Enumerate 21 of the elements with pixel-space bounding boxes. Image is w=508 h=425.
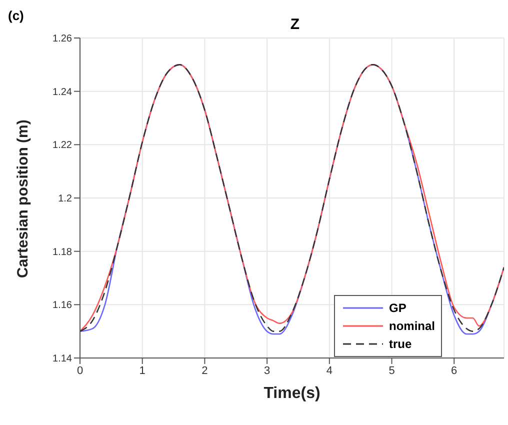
x-tick-label: 6	[451, 364, 458, 377]
x-tick-label: 3	[264, 364, 270, 377]
y-tick-label: 1.24	[52, 86, 72, 98]
x-axis-title: Time(s)	[264, 385, 320, 402]
legend-label: GP	[388, 301, 406, 315]
y-tick-label: 1.2	[58, 194, 72, 205]
y-tick-label: 1.22	[52, 140, 72, 152]
chart-title: Z	[289, 16, 301, 33]
x-tick-label: 1	[139, 364, 146, 377]
y-tick-label: 1.16	[52, 300, 72, 312]
y-tick-label: 1.26	[52, 34, 72, 45]
x-tick-label: 0	[76, 364, 84, 377]
x-tick-label: 4	[326, 364, 332, 377]
text: (c)	[8, 8, 24, 23]
legend-label: true	[388, 337, 412, 351]
y-tick-label: 1.14	[52, 354, 72, 365]
y-axis-title: Cartesian position (m)	[14, 120, 32, 278]
y-tick-label: 1.18	[52, 246, 72, 258]
legend-label: nominal	[388, 319, 435, 333]
x-tick-label: 2	[202, 364, 208, 377]
x-tick-label: 5	[388, 364, 395, 377]
